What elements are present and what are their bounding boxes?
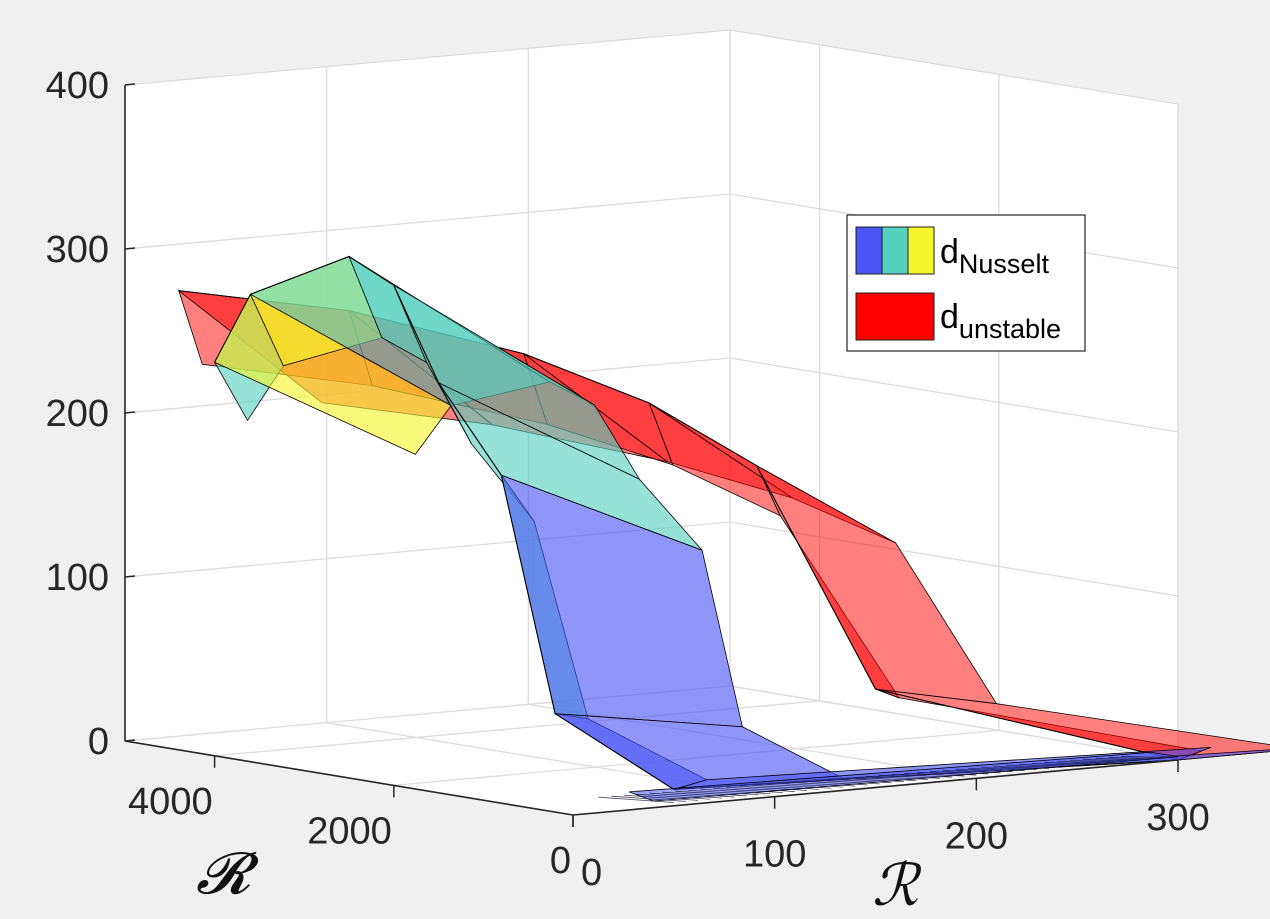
right-tick-label-300: 300 [1146, 797, 1209, 839]
legend-unstable-main: d [940, 298, 959, 336]
floor-mesh-line [929, 770, 989, 775]
floor-mesh-line [1095, 758, 1146, 761]
surfaces [177, 255, 1270, 803]
floor-mesh-line [917, 771, 977, 776]
left-axis-line [124, 740, 574, 816]
unstable-ridge-2 [523, 353, 650, 404]
floor-mesh-line [776, 782, 844, 788]
z-tick-label-300: 300 [46, 229, 109, 271]
floor-mesh-line [942, 769, 1001, 774]
floor-mesh-line [649, 792, 723, 799]
z-tick-200 [124, 411, 136, 414]
nusselt-ridge-4 [438, 382, 502, 476]
unstable-ridge-3 [648, 402, 757, 467]
floor-mesh-line [840, 777, 904, 783]
left-axis-label: 𝓡 [196, 839, 260, 907]
floor-mesh-line [866, 775, 928, 780]
floor-mesh-line [1006, 764, 1062, 768]
z-tick-label-200: 200 [46, 393, 109, 435]
floor-mesh-line [968, 767, 1025, 772]
legend-nusselt-main: d [940, 233, 959, 271]
left-tick-label-2000: 2000 [307, 810, 392, 852]
legend-swatch-nusselt-teal [881, 226, 909, 275]
floor-mesh-line [1070, 760, 1122, 763]
z-tick-label-0: 0 [88, 721, 109, 763]
floor-mesh-line [955, 768, 1013, 773]
nusselt-ridge-5 [500, 475, 556, 714]
floor-mesh-line [725, 786, 795, 792]
floor-mesh-line [827, 778, 892, 784]
nusselt-ridge-0 [214, 294, 251, 363]
floor-mesh-line [1044, 761, 1098, 765]
legend-label-nusselt: dNusselt [940, 233, 1049, 279]
floor-mesh-line [598, 796, 674, 803]
floor-mesh-line [878, 774, 941, 779]
nusselt-ridge-6 [554, 713, 675, 790]
z-tick-100 [124, 575, 136, 578]
floor-mesh-line [815, 779, 880, 785]
z-tick-label-100: 100 [46, 557, 109, 599]
nusselt-ridge-2 [348, 256, 395, 286]
legend: dNusselt dunstable [846, 214, 1086, 352]
floor-mesh-line [802, 780, 868, 786]
floor-mesh-line [891, 773, 953, 778]
floor-mesh-line [611, 795, 686, 802]
floor-mesh-line [751, 784, 820, 790]
floor-mesh-line [1082, 759, 1134, 762]
floor-mesh-line [764, 783, 832, 789]
floor-mesh-line [662, 791, 735, 798]
floor-mesh-line [687, 789, 759, 796]
left-tick-label-4000: 4000 [128, 781, 213, 823]
nusselt-ridge-3 [393, 284, 440, 384]
floor-mesh-line [904, 772, 965, 777]
floor-mesh-line [1108, 757, 1158, 759]
left-tick-label-0: 0 [550, 840, 571, 882]
legend-swatch-unstable [855, 292, 935, 341]
grid-right-200 [527, 48, 977, 779]
z-tick-400 [124, 83, 136, 86]
right-axis-line [572, 759, 1179, 816]
floor-mesh-line [738, 785, 807, 791]
floor-mesh-line [636, 793, 711, 800]
floor-mesh-line [700, 788, 771, 795]
floor-mesh-line [1121, 756, 1170, 758]
floor-mesh-line [624, 794, 699, 801]
z-tick-300 [124, 247, 136, 250]
z-tick-label-400: 400 [46, 65, 109, 107]
legend-nusselt-sub: Nusselt [959, 249, 1050, 279]
legend-swatch-nusselt-yellow [907, 226, 935, 275]
floor-mesh-line [993, 765, 1049, 769]
legend-swatch-nusselt-blue [855, 226, 883, 275]
right-tick-label-0: 0 [581, 852, 602, 894]
right-tick-label-100: 100 [743, 834, 806, 876]
legend-unstable-sub: unstable [959, 314, 1061, 344]
floor-mesh-line [1031, 762, 1086, 766]
right-tick-label-200: 200 [945, 815, 1008, 857]
z-tick-0 [124, 739, 136, 742]
floor-mesh-line [675, 790, 747, 797]
right-axis-label: ℛ [872, 851, 922, 919]
nusselt-ridge-1 [250, 256, 350, 295]
floor-mesh-line [853, 776, 916, 781]
floor-mesh-line [713, 787, 783, 794]
floor-mesh-line [1057, 761, 1110, 764]
unstable-ridge-4 [756, 465, 876, 690]
floor-mesh-line [1019, 763, 1074, 767]
unstable-ridge-5 [875, 688, 1179, 761]
floor-mesh-line [980, 766, 1037, 770]
legend-label-unstable: dunstable [940, 298, 1061, 344]
floor-mesh-line [789, 781, 856, 787]
